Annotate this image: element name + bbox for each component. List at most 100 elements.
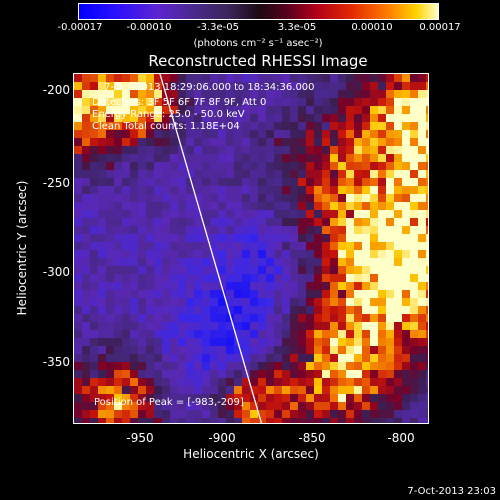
heatmap-cell: [370, 242, 378, 250]
heatmap-cell: [106, 394, 114, 402]
heatmap-cell: [362, 90, 370, 98]
heatmap-cell: [234, 106, 242, 114]
heatmap-cell: [258, 266, 266, 274]
heatmap-cell: [274, 346, 282, 354]
heatmap-cell: [386, 98, 394, 106]
heatmap-cell: [194, 370, 202, 378]
heatmap-cell: [186, 346, 194, 354]
heatmap-cell: [122, 146, 130, 154]
heatmap-cell: [298, 90, 306, 98]
heatmap-cell: [306, 362, 314, 370]
heatmap-cell: [234, 298, 242, 306]
heatmap-cell: [282, 106, 290, 114]
colorbar: [78, 3, 439, 20]
heatmap-cell: [234, 290, 242, 298]
heatmap-cell: [402, 250, 410, 258]
heatmap-cell: [426, 394, 428, 402]
heatmap-cell: [370, 90, 378, 98]
heatmap-cell: [114, 298, 122, 306]
heatmap-cell: [410, 402, 418, 410]
heatmap-cell: [258, 194, 266, 202]
heatmap-cell: [210, 242, 218, 250]
heatmap-cell: [426, 122, 428, 130]
heatmap-cell: [402, 282, 410, 290]
heatmap-cell: [298, 234, 306, 242]
heatmap-cell: [82, 218, 90, 226]
heatmap-cell: [234, 234, 242, 242]
heatmap-cell: [186, 418, 194, 423]
heatmap-cell: [370, 74, 378, 82]
heatmap-cell: [370, 330, 378, 338]
heatmap-cell: [402, 74, 410, 82]
heatmap-cell: [290, 410, 298, 418]
heatmap-cell: [154, 306, 162, 314]
heatmap-cell: [298, 74, 306, 82]
heatmap-cell: [250, 114, 258, 122]
heatmap-cell: [258, 114, 266, 122]
heatmap-cell: [354, 138, 362, 146]
heatmap-cell: [138, 378, 146, 386]
heatmap-cell: [378, 394, 386, 402]
heatmap-cell: [314, 130, 322, 138]
heatmap-cell: [146, 306, 154, 314]
heatmap-cell: [242, 234, 250, 242]
heatmap-cell: [282, 98, 290, 106]
heatmap-cell: [346, 162, 354, 170]
heatmap-cell: [202, 330, 210, 338]
heatmap-cell: [226, 130, 234, 138]
heatmap-cell: [426, 170, 428, 178]
heatmap-cell: [90, 298, 98, 306]
heatmap-cell: [410, 130, 418, 138]
heatmap-cell: [298, 226, 306, 234]
heatmap-cell: [202, 178, 210, 186]
heatmap-cell: [314, 226, 322, 234]
heatmap-cell: [170, 362, 178, 370]
heatmap-cell: [282, 194, 290, 202]
heatmap-cell: [130, 90, 138, 98]
heatmap-cell: [146, 354, 154, 362]
heatmap-cell: [90, 122, 98, 130]
heatmap-cell: [202, 346, 210, 354]
heatmap-cell: [106, 130, 114, 138]
peak-position-label: Position of Peak = [-983,-209]: [94, 397, 244, 408]
heatmap-cell: [274, 266, 282, 274]
heatmap-cell: [346, 74, 354, 82]
heatmap-cell: [98, 146, 106, 154]
heatmap-cell: [194, 330, 202, 338]
heatmap-cell: [402, 202, 410, 210]
x-tick-label: -900: [208, 431, 236, 445]
heatmap-cell: [226, 202, 234, 210]
heatmap-cell: [170, 202, 178, 210]
heatmap-cell: [410, 298, 418, 306]
heatmap-cell: [282, 410, 290, 418]
heatmap-cell: [386, 394, 394, 402]
heatmap-cell: [146, 394, 154, 402]
heatmap-cell: [322, 306, 330, 314]
heatmap-cell: [114, 306, 122, 314]
heatmap-cell: [250, 290, 258, 298]
heatmap-cell: [426, 298, 428, 306]
heatmap-cell: [266, 322, 274, 330]
heatmap-cell: [322, 146, 330, 154]
heatmap-cell: [306, 354, 314, 362]
heatmap-cell: [74, 82, 82, 90]
heatmap-cell: [186, 90, 194, 98]
heatmap-cell: [74, 162, 82, 170]
heatmap-cell: [298, 330, 306, 338]
heatmap-cell: [250, 234, 258, 242]
heatmap-cell: [330, 370, 338, 378]
heatmap-cell: [170, 154, 178, 162]
heatmap-cell: [114, 250, 122, 258]
heatmap-cell: [402, 130, 410, 138]
heatmap-cell: [330, 210, 338, 218]
heatmap-cell: [146, 410, 154, 418]
heatmap-cell: [370, 122, 378, 130]
heatmap-cell: [162, 138, 170, 146]
heatmap-cell: [322, 210, 330, 218]
heatmap-cell: [338, 186, 346, 194]
heatmap-cell: [146, 338, 154, 346]
heatmap-cell: [386, 330, 394, 338]
heatmap-cell: [362, 162, 370, 170]
heatmap-cell: [170, 74, 178, 82]
heatmap-cell: [338, 170, 346, 178]
